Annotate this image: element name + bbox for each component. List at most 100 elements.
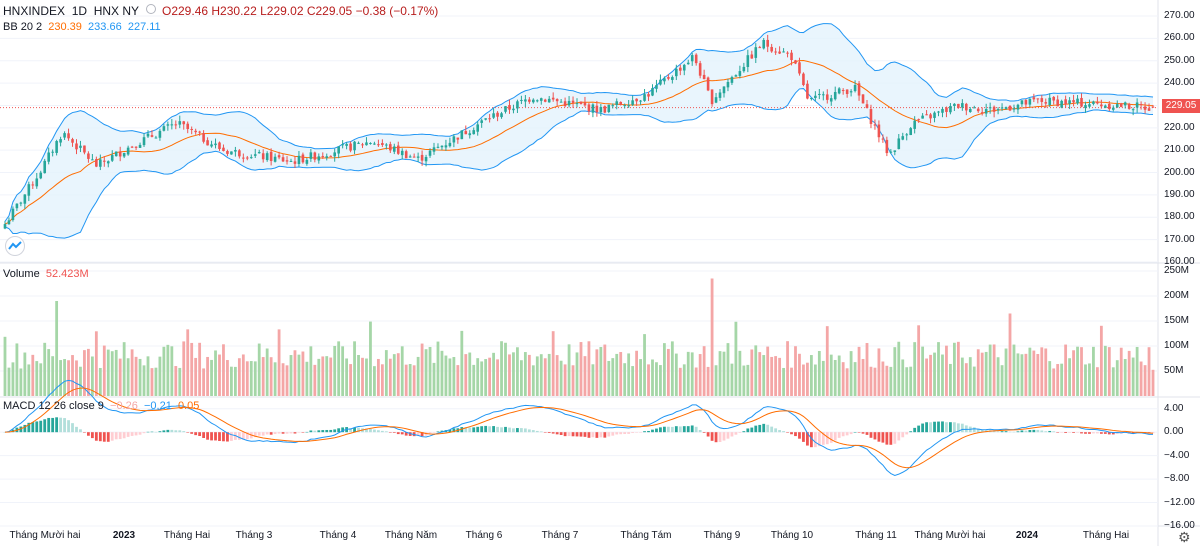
macd-hist-bar: [293, 432, 297, 434]
candle-body: [15, 203, 19, 209]
volume-bar: [659, 365, 662, 396]
macd-hist-bar: [980, 429, 984, 433]
candle-body: [238, 150, 241, 157]
candle-body: [595, 105, 599, 113]
candle-body: [905, 134, 909, 136]
volume-bar: [146, 356, 150, 396]
interval-label[interactable]: 1D: [71, 4, 88, 18]
macd-hist-bar: [178, 430, 182, 433]
candle-body: [726, 81, 730, 88]
volume-bar: [11, 362, 15, 396]
volume-bar: [297, 354, 301, 396]
candle-body: [778, 51, 781, 54]
macd-hist-bar: [1032, 429, 1036, 433]
macd-hist-bar: [921, 423, 925, 433]
volume-bar: [905, 367, 909, 396]
candle-body: [921, 115, 924, 119]
candle-body: [404, 151, 408, 159]
volume-bar: [464, 354, 468, 396]
candle-body: [845, 89, 849, 95]
price-tick-label: 220.00: [1164, 121, 1195, 133]
candle-body: [718, 92, 722, 98]
candle-body: [996, 109, 1000, 111]
candle-body: [583, 102, 587, 106]
volume-bar: [1000, 365, 1004, 396]
candle-body: [353, 141, 356, 151]
candle-body: [146, 133, 150, 137]
volume-bar: [1024, 353, 1028, 396]
macd-hist-bar: [833, 432, 837, 441]
eye-icon[interactable]: [146, 4, 156, 14]
volume-bar: [722, 351, 726, 396]
volume-bar: [968, 357, 972, 396]
candle-body: [142, 137, 146, 146]
macd-hist-bar: [1092, 432, 1095, 434]
macd-hist-value: −0.26: [110, 400, 138, 412]
volume-value: 52.423M: [45, 268, 89, 280]
volume-bar: [516, 347, 519, 396]
candle-body: [941, 108, 944, 113]
volume-bar: [504, 342, 507, 396]
macd-hist-bar: [575, 432, 579, 437]
candle-body: [253, 154, 257, 156]
macd-hist-bar: [448, 429, 452, 433]
volume-legend[interactable]: Volume 52.423M: [3, 267, 89, 281]
candle-body: [603, 106, 607, 113]
candle-body: [547, 98, 551, 103]
time-tick-label: Tháng 4: [319, 530, 357, 541]
candle-body: [35, 178, 39, 187]
symbol-header[interactable]: HNXINDEX 1D HNX NY: [3, 4, 139, 18]
volume-bar: [190, 342, 194, 396]
macd-hist-bar: [492, 426, 495, 433]
candle-body: [436, 146, 440, 148]
volume-bar: [1076, 346, 1079, 396]
candle-body: [984, 109, 988, 114]
volume-bar: [214, 350, 217, 396]
volume-bar: [615, 353, 619, 396]
macd-hist-bar: [106, 432, 110, 442]
bb-legend[interactable]: BB 20 2 230.39 233.66 227.11: [3, 20, 161, 34]
volume-bar: [988, 344, 992, 396]
volume-bar: [43, 342, 47, 396]
volume-bar: [1151, 369, 1155, 396]
macd-tick-label: −8.00: [1164, 473, 1190, 485]
macd-hist-bar: [245, 432, 249, 440]
candle-body: [551, 97, 555, 100]
tradingview-logo-icon[interactable]: [5, 236, 25, 256]
volume-bar: [889, 366, 893, 396]
settings-gear-icon[interactable]: ⚙: [1178, 529, 1191, 545]
candle-body: [702, 74, 706, 80]
volume-bar: [333, 345, 337, 396]
volume-bar: [591, 364, 595, 396]
volume-bar: [710, 278, 714, 396]
volume-bar: [281, 363, 285, 396]
candle-body: [957, 103, 960, 108]
macd-hist-bar: [774, 428, 778, 433]
volume-bar: [245, 361, 249, 396]
candle-body: [234, 150, 237, 152]
candle-body: [122, 153, 126, 157]
macd-hist-bar: [384, 431, 388, 433]
candle-body: [1060, 100, 1063, 108]
macd-hist-bar: [1048, 430, 1052, 433]
volume-bar: [237, 358, 241, 396]
macd-hist-bar: [146, 431, 150, 433]
volume-bar: [226, 360, 229, 396]
macd-hist-bar: [778, 430, 782, 433]
candle-body: [19, 202, 23, 204]
macd-legend[interactable]: MACD 12 26 close 9 −0.26 −0.21 0.05: [3, 399, 199, 413]
volume-bar: [118, 358, 122, 396]
macd-hist-bar: [488, 426, 492, 433]
macd-hist-bar: [579, 432, 583, 437]
volume-bar: [150, 368, 154, 396]
macd-hist-bar: [428, 432, 432, 435]
macd-hist-bar: [782, 431, 785, 433]
candle-body: [1115, 104, 1119, 108]
volume-bar: [897, 341, 901, 396]
candle-body: [1056, 99, 1059, 107]
volume-bar: [210, 359, 213, 396]
symbol-name[interactable]: HNXINDEX: [3, 4, 66, 18]
volume-bar: [476, 358, 480, 396]
candle-body: [385, 144, 388, 146]
